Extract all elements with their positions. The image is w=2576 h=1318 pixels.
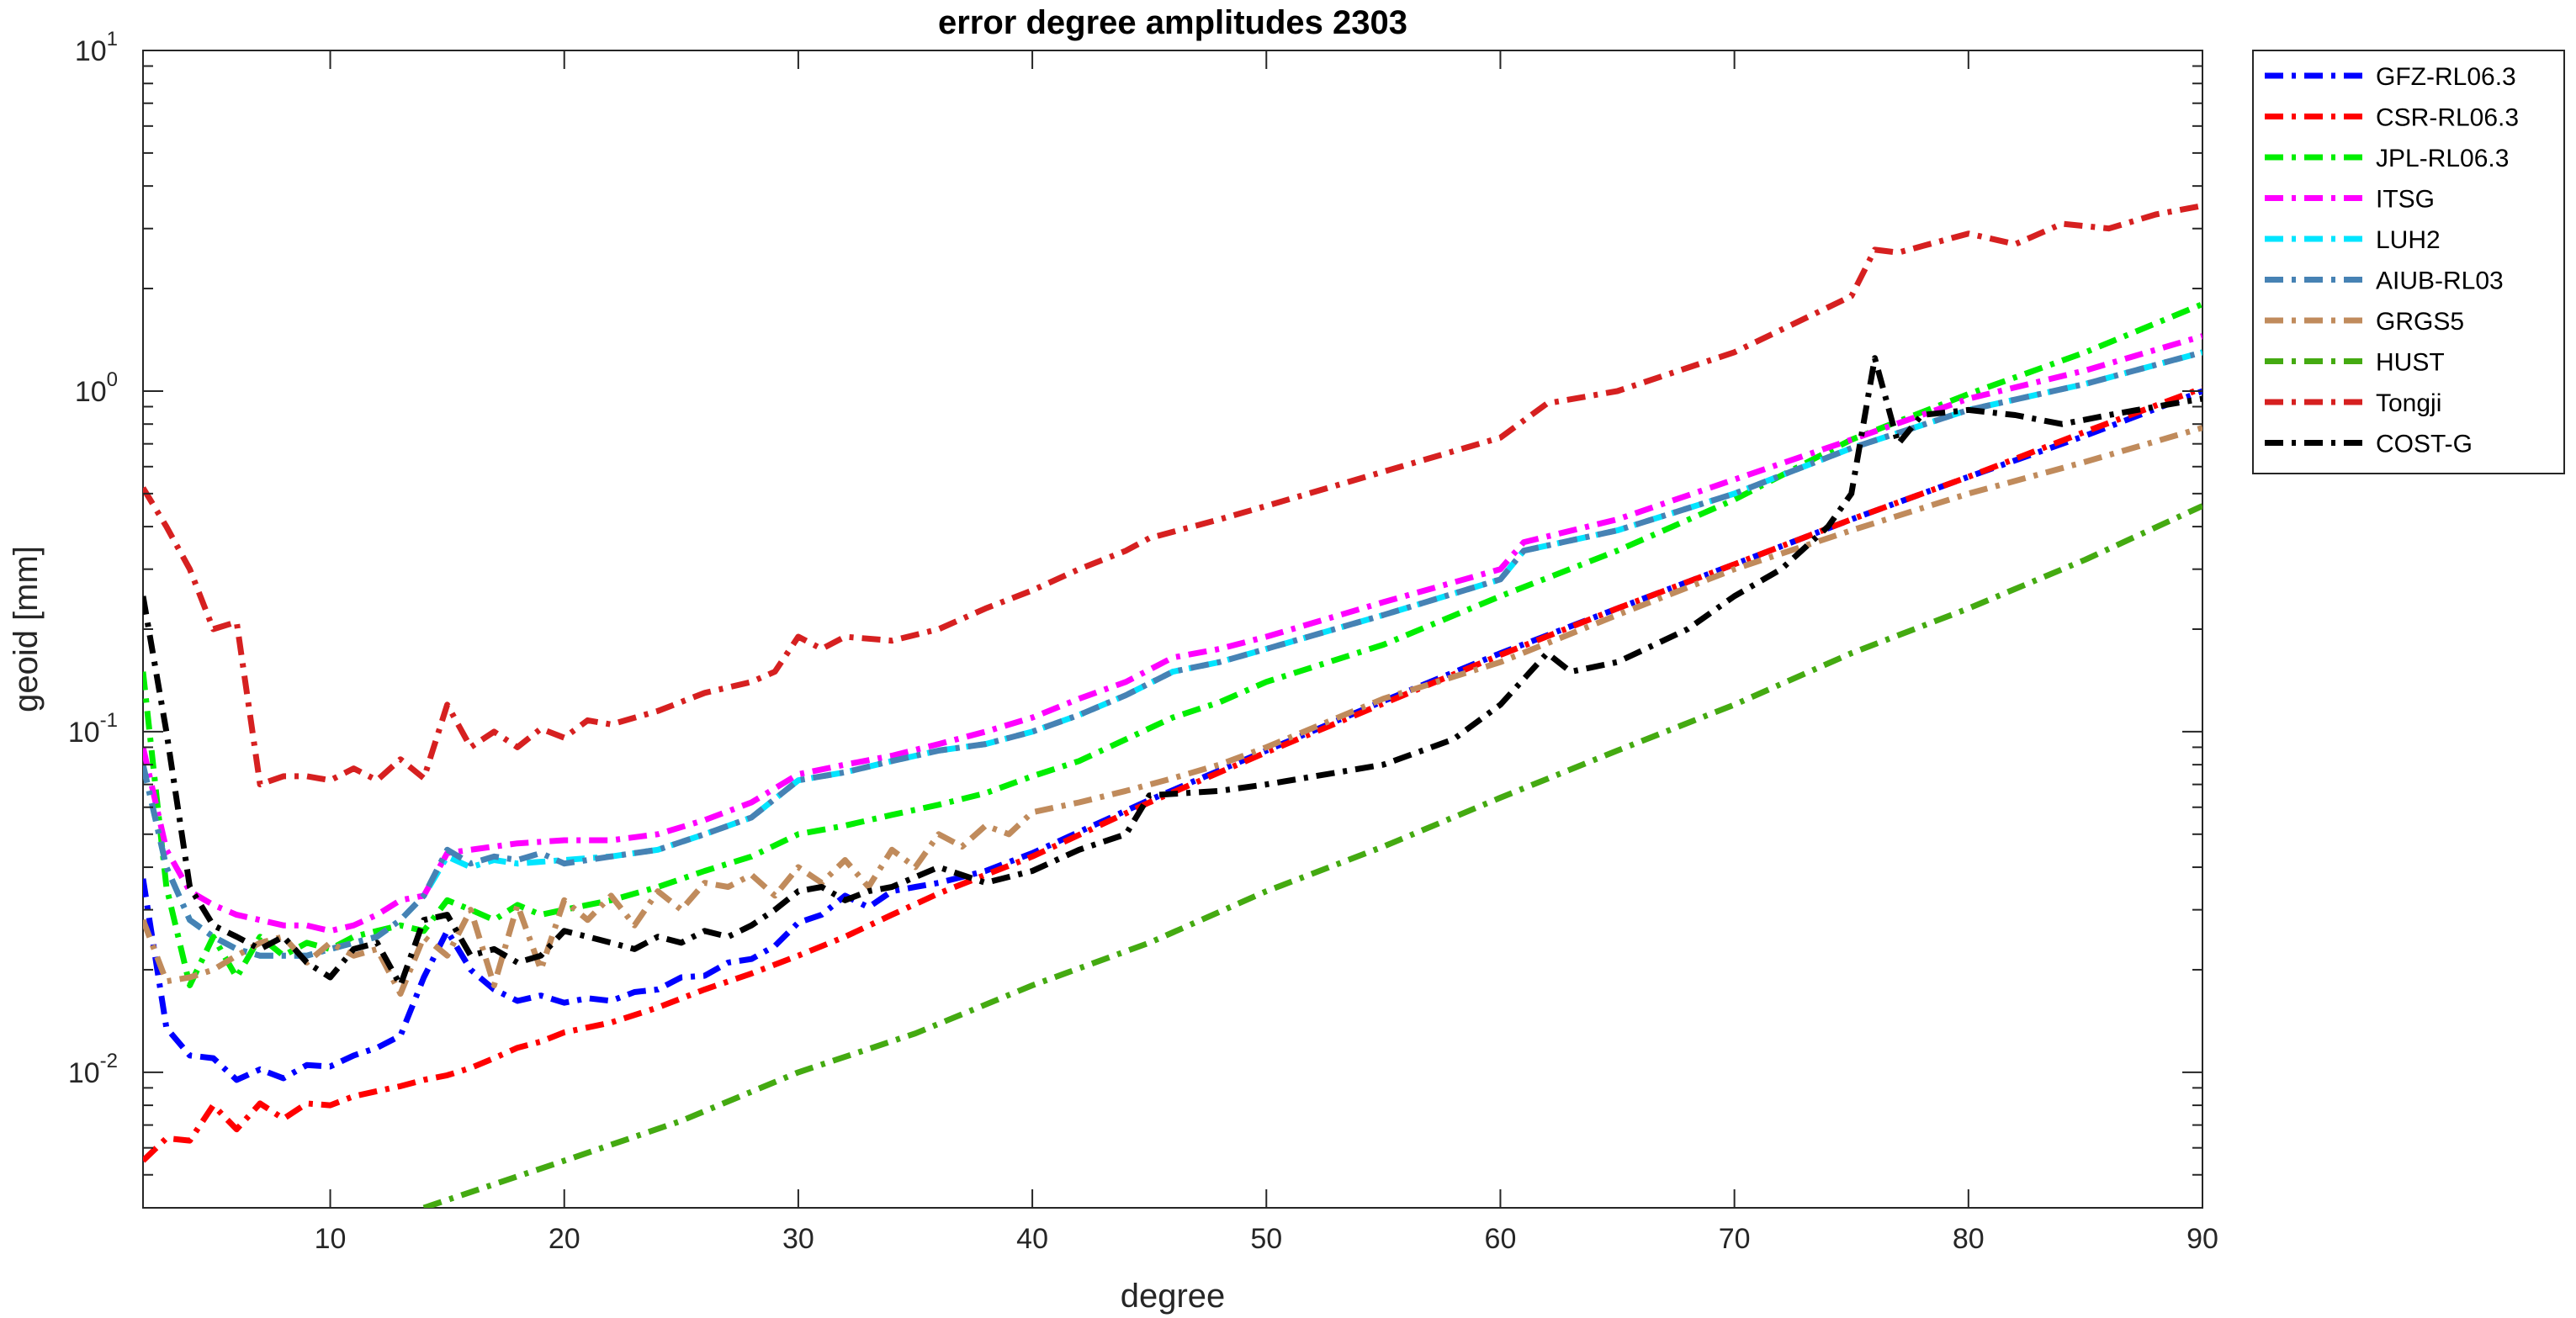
legend-entry-label: CSR-RL06.3: [2376, 104, 2519, 132]
series-line-gfz-rl06-3: [143, 388, 2202, 1083]
series-line-tongji: [143, 203, 2202, 788]
series-line-itsg: [143, 333, 2202, 934]
legend-entry-label: ITSG: [2376, 186, 2435, 214]
series-line-aiub-rl03: [143, 349, 2202, 959]
x-axis-label: degree: [1121, 1278, 1226, 1315]
axis-layer: 10 20 30 40 50 60 70 80 90 10-2 10-1 100 101: [68, 28, 2218, 1255]
legend: GFZ-RL06.3 CSR-RL06.3 JPL-RL06.3 ITSG LUH2 AI…: [2252, 50, 2565, 474]
y-tick-label: 10-1: [68, 709, 118, 749]
legend-entry-label: GFZ-RL06.3: [2376, 63, 2516, 91]
series-line-grgs5: [143, 425, 2202, 997]
chart-title: error degree amplitudes 2303: [938, 4, 1407, 41]
x-tick-label: 40: [1016, 1223, 1048, 1255]
series-line-jpl-rl06-3: [143, 301, 2202, 988]
legend-entry-label: JPL-RL06.3: [2376, 145, 2509, 172]
series-line-hust: [422, 503, 2202, 1208]
plot-area: [142, 50, 2203, 1209]
x-tick-label: 90: [2186, 1223, 2218, 1255]
x-tick-label: 30: [782, 1223, 814, 1255]
x-tick-label: 70: [1719, 1223, 1751, 1255]
series-line-csr-rl06-3: [143, 385, 2202, 1163]
legend-entry-label: LUH2: [2376, 226, 2441, 254]
y-tick-label: 101: [75, 28, 118, 67]
legend-entry-label: AIUB-RL03: [2376, 267, 2504, 295]
legend-entry-label: Tongji: [2376, 389, 2441, 417]
y-axis-label: geoid [mm]: [8, 546, 45, 712]
x-tick-label: 60: [1485, 1223, 1517, 1255]
y-tick-label: 10-2: [68, 1050, 118, 1089]
legend-entry-label: COST-G: [2376, 431, 2473, 458]
legend-entry-label: HUST: [2376, 349, 2445, 377]
x-tick-label: 80: [1953, 1223, 1985, 1255]
x-tick-label: 50: [1250, 1223, 1282, 1255]
x-tick-label: 10: [315, 1223, 347, 1255]
series-line-cost-g: [143, 355, 2202, 988]
legend-entry-label: GRGS5: [2376, 308, 2464, 336]
y-tick-label: 100: [75, 368, 118, 408]
x-tick-label: 20: [549, 1223, 580, 1255]
series-layer: [143, 203, 2202, 1208]
